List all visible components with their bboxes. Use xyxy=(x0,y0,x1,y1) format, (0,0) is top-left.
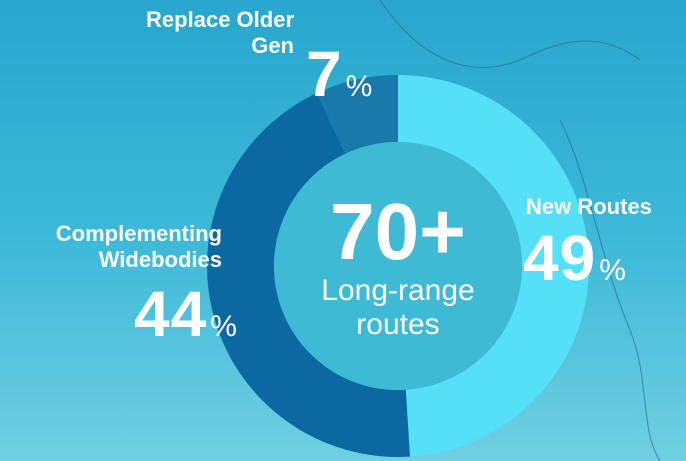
category-label: New Routes xyxy=(526,194,652,219)
center-label: Long-range routes xyxy=(321,274,475,341)
map-outline xyxy=(559,119,661,461)
donut-segment xyxy=(206,93,410,458)
category-label: Replace Older Gen xyxy=(146,7,294,58)
value: 44 xyxy=(134,278,208,350)
value-label: 7% xyxy=(306,42,372,106)
unit: % xyxy=(210,310,237,343)
donut-hole xyxy=(274,142,522,390)
donut-segment xyxy=(398,75,590,457)
value-label: 49% xyxy=(523,226,626,290)
map-outline xyxy=(379,0,641,68)
value: 7 xyxy=(306,38,343,110)
category-label: Complementing Widebodies xyxy=(55,221,222,272)
donut-segment xyxy=(316,75,398,154)
value: 49 xyxy=(523,222,597,294)
center-value: 70+ xyxy=(330,187,466,276)
unit: % xyxy=(345,70,373,103)
unit: % xyxy=(599,254,626,287)
value-label: 44% xyxy=(134,282,237,346)
